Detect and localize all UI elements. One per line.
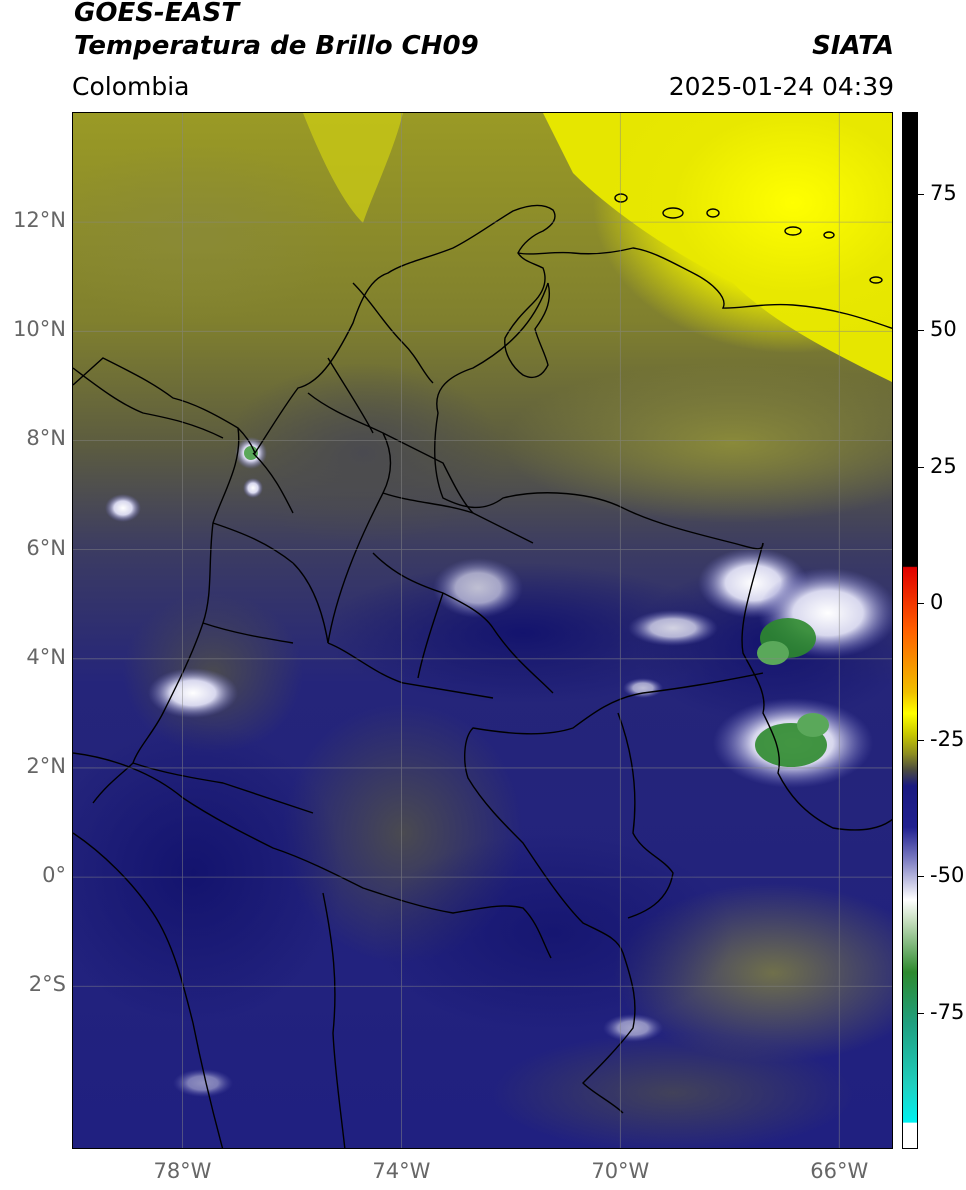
lat-tick-label: 0° [42,863,66,888]
colorbar-tick-label: 25 [930,453,957,478]
region-label: Colombia [72,72,190,101]
lat-tick-label: 12°N [13,208,66,233]
lat-tick-label: 2°S [28,972,66,997]
colorbar-tick [918,466,924,468]
colorbar-tick [918,330,924,332]
datetime-label: 2025-01-24 04:39 [668,72,894,101]
org-label: SIATA [812,31,894,61]
colorbar-tick [918,603,924,605]
lat-tick-label: 4°N [26,644,66,669]
colorbar-tick-label: -50 [930,863,965,888]
lat-tick-label: 10°N [13,317,66,342]
satellite-title: GOES-EAST [74,0,240,28]
colorbar-tick [918,876,924,878]
product-title: Temperatura de Brillo CH09 [74,31,479,61]
satellite-map [72,112,893,1149]
colorbar-tick [918,193,924,195]
colorbar-tick-label: 50 [930,317,957,342]
lat-tick-label: 8°N [26,426,66,451]
lon-tick-label: 78°W [153,1159,212,1183]
colorbar-tick-label: -25 [930,726,965,751]
colorbar-tick [918,739,924,741]
coastlines-and-borders [73,193,892,1148]
lon-tick-label: 70°W [591,1159,650,1183]
colorbar [902,112,918,1149]
lat-tick-label: 6°N [26,535,66,560]
colorbar-tick-label: 0 [930,590,944,615]
colorbar-tick [918,1012,924,1014]
colorbar-tick-label: 75 [930,180,957,205]
lon-tick-label: 74°W [372,1159,431,1183]
colorbar-tick-label: -75 [930,999,965,1024]
lon-tick-label: 66°W [810,1159,869,1183]
gridlines [73,113,892,1148]
lat-tick-label: 2°N [26,753,66,778]
